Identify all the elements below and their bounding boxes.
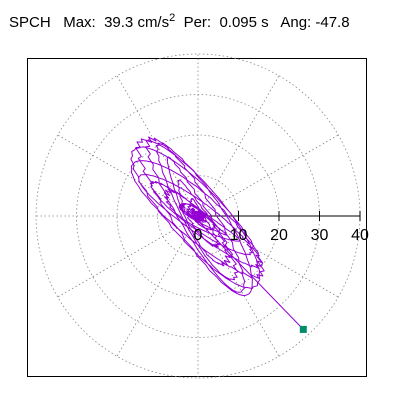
grid-spoke [116,215,199,357]
max-label: Max: [63,14,96,31]
plot-frame [27,58,367,377]
max-value: 39.3 [104,14,134,31]
orbit-trace [130,136,304,330]
grid-spoke [116,75,199,217]
ang-value: -47.8 [315,14,350,31]
per-label: Per: [183,14,212,31]
radial-axis [197,211,361,221]
grid-spoke [57,134,199,217]
max-unit-exponent: 2 [169,12,176,24]
trace-layer [130,136,307,333]
per-value: 0.095 s [219,14,269,31]
grid-spoke [197,215,339,298]
grid-spoke [197,215,280,357]
chart-header: SPCH Max: 39.3 cm/s2 Per: 0.095 s Ang: -… [9,12,350,31]
tick-labels: 0 10 20 30 40 [194,227,369,244]
radial-tick-label: 20 [270,227,288,244]
grid-spoke [197,134,339,217]
station-code: SPCH [9,14,51,31]
grid-spoke [57,215,199,298]
max-unit: cm/s [137,14,170,31]
ang-label: Ang: [280,14,312,31]
end-point-marker [299,325,307,333]
radial-tick-label: 30 [311,227,329,244]
radial-tick-label: 0 [194,227,203,244]
radial-tick-label: 40 [351,227,369,244]
grid-spoke [197,75,280,217]
radial-tick-label: 10 [230,227,248,244]
